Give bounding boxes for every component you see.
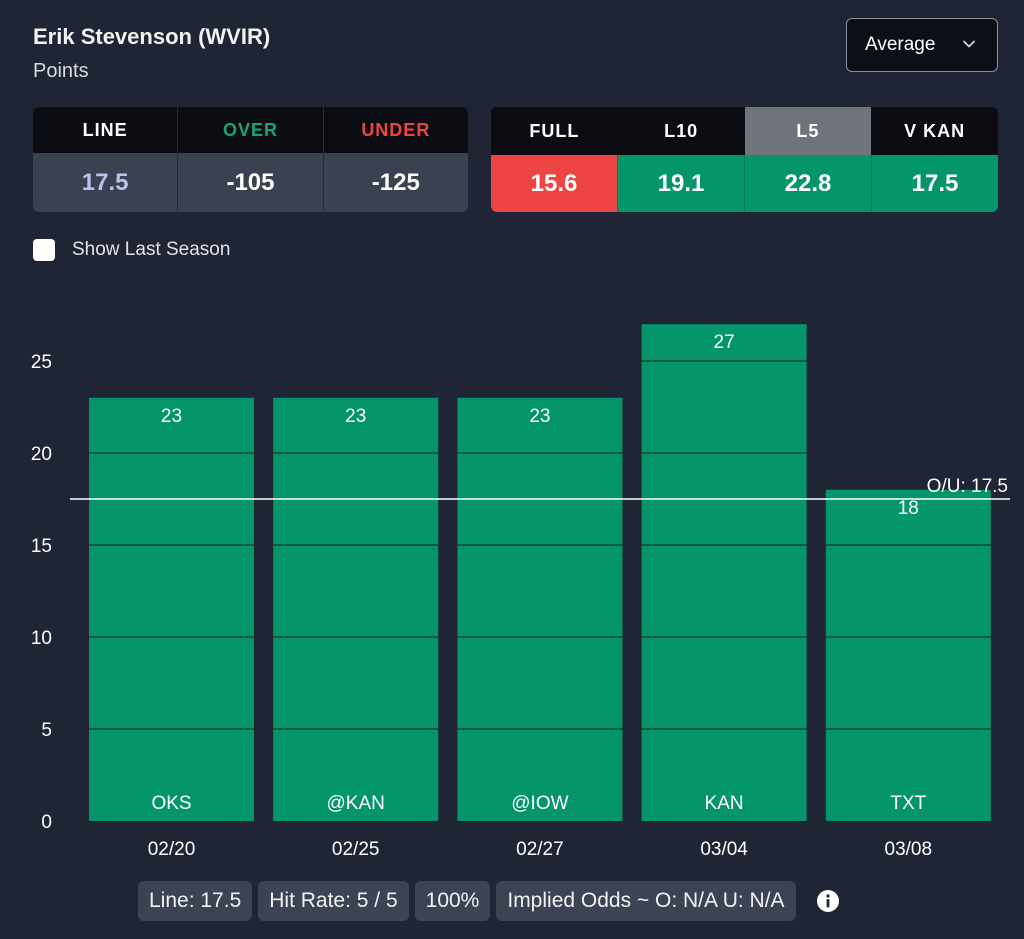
y-tick-label: 10: [31, 628, 52, 649]
under-header: UNDER: [322, 107, 468, 153]
footer-implied-odds-pill: Implied Odds ~ O: N/A U: N/A: [496, 881, 796, 921]
bar-opponent-label: KAN: [705, 793, 744, 814]
bar-value-label: 27: [714, 332, 735, 353]
average-dropdown[interactable]: Average: [846, 18, 998, 72]
player-name: Erik Stevenson (WVIR): [33, 24, 271, 49]
bar-opponent-label: OKS: [151, 793, 191, 814]
show-last-season-label: Show Last Season: [72, 239, 231, 260]
show-last-season-toggle[interactable]: Show Last Season: [33, 239, 230, 261]
v-kan-average-value[interactable]: 17.5: [871, 155, 998, 212]
y-tick-label: 25: [31, 352, 52, 373]
over-odds-value: -105: [177, 153, 322, 212]
chevron-down-icon: [963, 40, 975, 48]
full-average-value[interactable]: 15.6: [491, 155, 617, 212]
footer-percent-pill: 100%: [414, 881, 491, 921]
show-last-season-checkbox[interactable]: [33, 239, 55, 261]
line-value: 17.5: [81, 168, 129, 196]
bar-value-label: 23: [529, 406, 550, 427]
footer-line-pill: Line: 17.5: [138, 881, 253, 921]
x-tick-label: 02/20: [148, 839, 196, 860]
bar-value-label: 23: [345, 406, 366, 427]
ou-line-label: O/U: 17.5: [927, 476, 1008, 497]
bar-opponent-label: @IOW: [511, 793, 568, 814]
bar-opponent-label: @KAN: [327, 793, 385, 814]
points-bar-chart: 23 OKS 02/20 23 @KAN 02/25 23 @IOW 02/27 27 KAN 03/…: [31, 324, 1010, 860]
line-header: LINE: [82, 119, 128, 140]
chart-bar[interactable]: [825, 489, 991, 821]
l5-average-value[interactable]: 22.8: [744, 155, 871, 212]
x-tick-label: 03/04: [700, 839, 748, 860]
over-header: OVER: [177, 107, 322, 153]
chart-bar[interactable]: [89, 397, 254, 821]
bar-value-label: 18: [898, 498, 919, 519]
bar-value-label: 23: [161, 406, 182, 427]
line-odds-card: LINE OVER UNDER 17.5 -105 -125: [33, 107, 468, 212]
chart-bar[interactable]: [457, 397, 623, 821]
stat-name: Points: [33, 60, 89, 82]
x-tick-label: 02/27: [516, 839, 564, 860]
y-tick-label: 15: [31, 536, 52, 557]
chart-bar[interactable]: [641, 324, 807, 821]
l10-average-value[interactable]: 19.1: [617, 155, 744, 212]
chart-bar[interactable]: [273, 397, 439, 821]
y-tick-label: 5: [41, 720, 52, 741]
tab-v-kan[interactable]: V KAN: [871, 107, 998, 155]
tab-full[interactable]: FULL: [491, 107, 618, 155]
average-dropdown-value: Average: [865, 34, 936, 55]
x-tick-label: 02/25: [332, 839, 380, 860]
footer-stats: Line: 17.5 Hit Rate: 5 / 5 100% Implied …: [138, 881, 840, 921]
x-tick-label: 03/08: [885, 839, 933, 860]
y-tick-label: 0: [41, 812, 52, 833]
tab-l10[interactable]: L10: [617, 107, 745, 155]
averages-card: FULL L10 L5 V KAN 15.6 19.1 22.8 17.5: [491, 107, 998, 212]
info-icon[interactable]: [816, 889, 840, 913]
y-tick-label: 20: [31, 444, 52, 465]
tab-l5[interactable]: L5: [744, 107, 872, 155]
footer-hit-rate-pill: Hit Rate: 5 / 5: [258, 881, 409, 921]
under-odds-value: -125: [322, 153, 468, 212]
bar-opponent-label: TXT: [890, 793, 926, 814]
